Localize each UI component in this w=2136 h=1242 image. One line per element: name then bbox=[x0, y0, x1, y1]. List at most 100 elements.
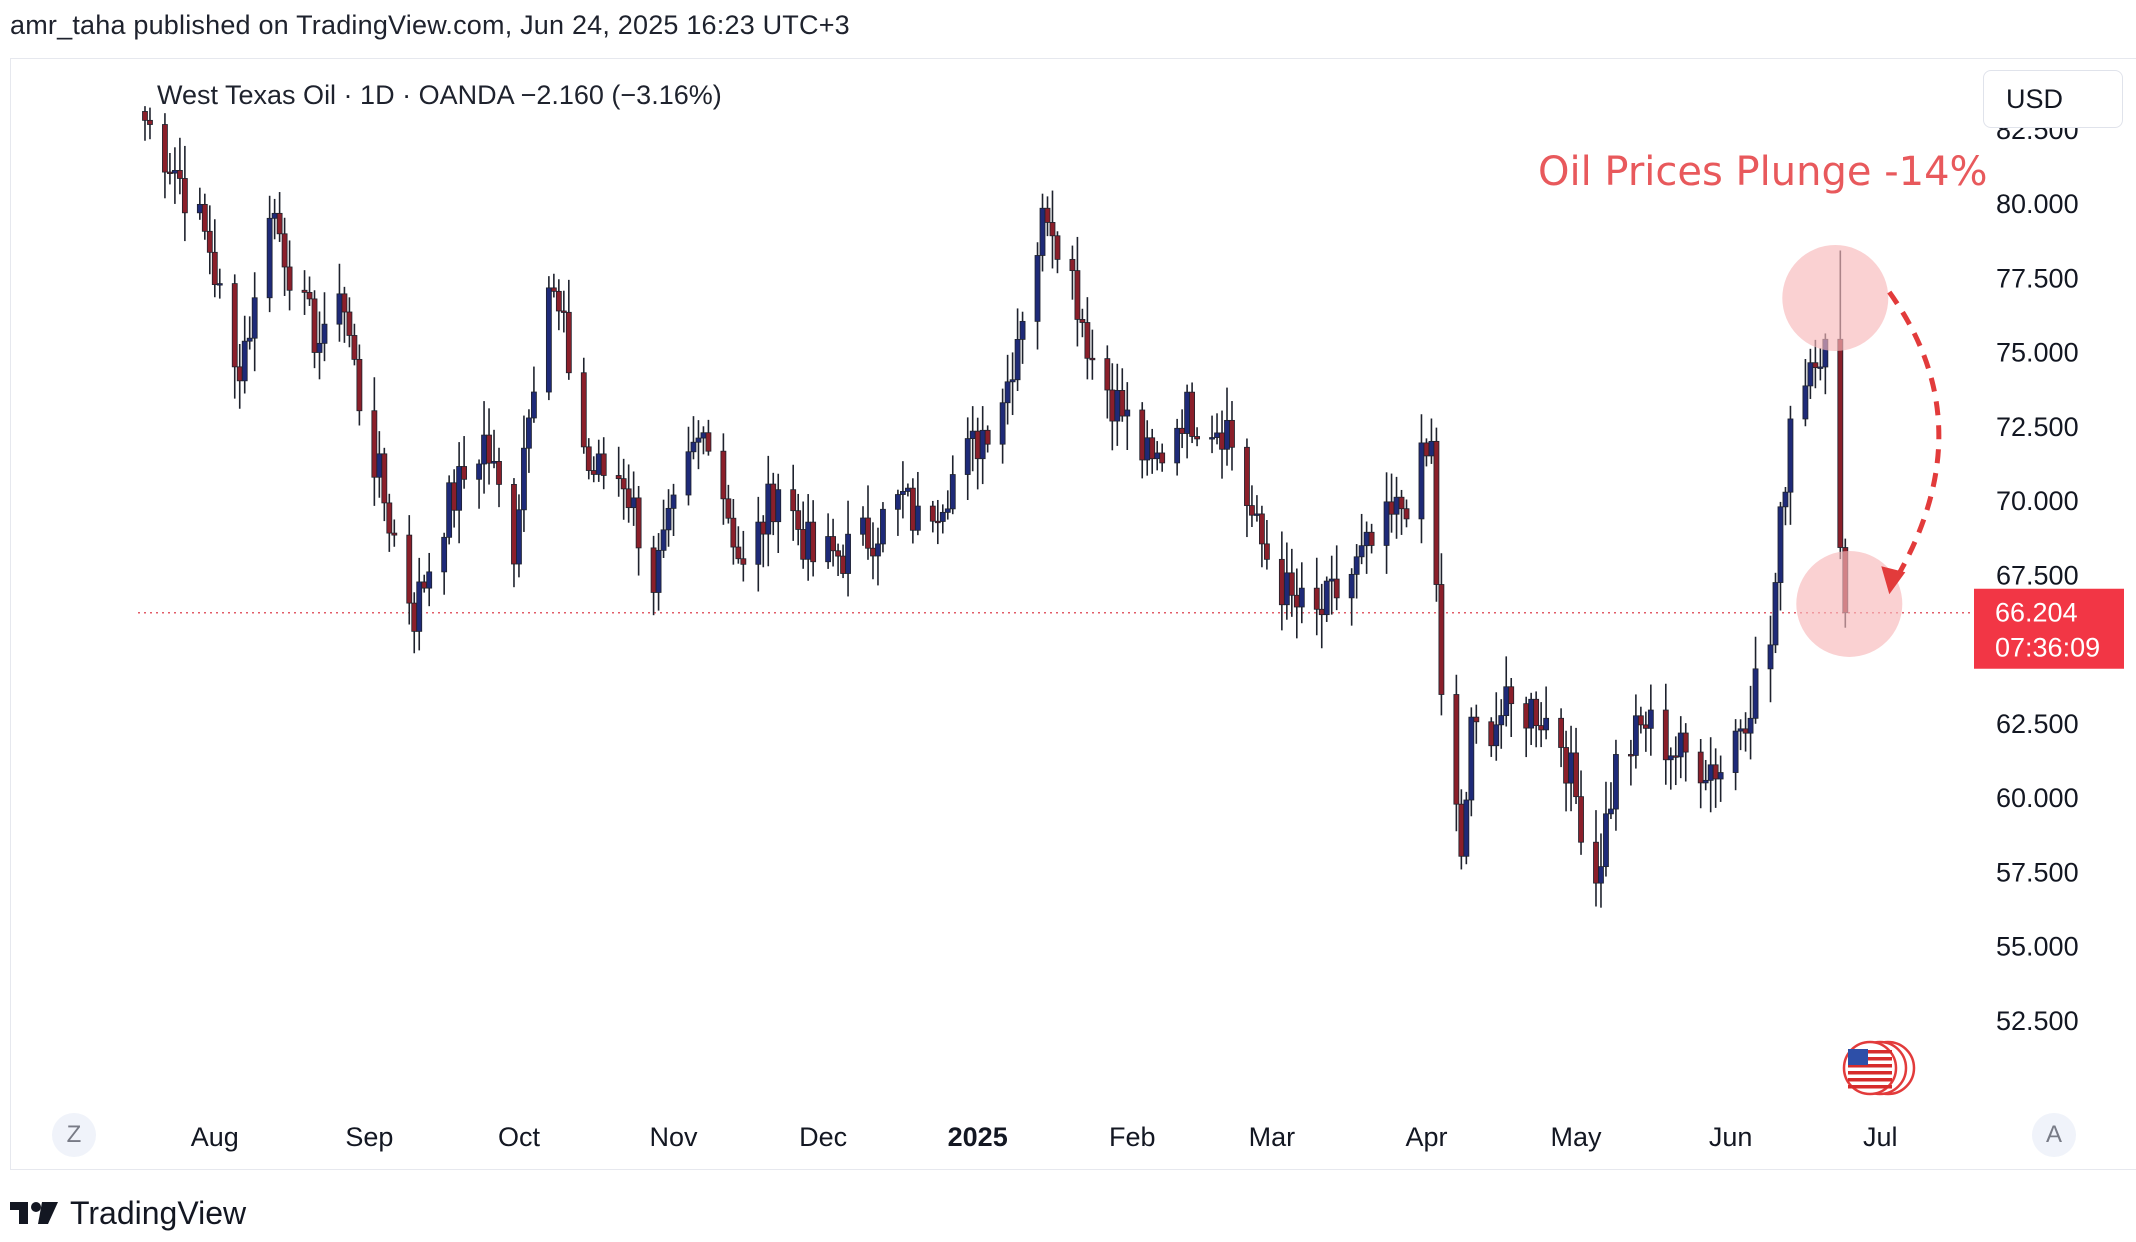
tradingview-logo-icon bbox=[10, 1202, 58, 1224]
footer-logo[interactable]: TradingView bbox=[10, 1193, 246, 1233]
candle-body bbox=[1004, 381, 1011, 404]
candle-body bbox=[181, 178, 188, 214]
flag-stripe bbox=[1848, 1064, 1892, 1068]
candle-body bbox=[1647, 709, 1654, 729]
candle-body bbox=[1627, 754, 1634, 757]
candle-body bbox=[1084, 322, 1091, 359]
candle-body bbox=[321, 323, 328, 344]
candle-body bbox=[451, 482, 458, 511]
symbol-legend[interactable]: West Texas Oil · 1D · OANDA −2.160 (−3.1… bbox=[157, 80, 722, 110]
candle-body bbox=[1124, 409, 1131, 417]
candle-body bbox=[1787, 418, 1794, 493]
candle-body bbox=[595, 453, 602, 475]
candle-body bbox=[1353, 556, 1360, 575]
candle-body bbox=[351, 335, 358, 360]
x-tick-label: Jul bbox=[1863, 1122, 1898, 1152]
candle-body bbox=[1777, 506, 1784, 583]
candle-body bbox=[1174, 427, 1181, 464]
candle-body bbox=[934, 520, 941, 524]
candle-body bbox=[1288, 572, 1295, 596]
plunge-arrow-head bbox=[1881, 566, 1906, 595]
price-label-bg bbox=[1974, 588, 2124, 669]
candle-body bbox=[1712, 764, 1719, 780]
candle-body bbox=[590, 470, 597, 475]
candle-body bbox=[725, 498, 732, 519]
flag-stripe bbox=[1848, 1085, 1892, 1089]
candle-body bbox=[336, 293, 343, 325]
candle-body bbox=[486, 434, 492, 464]
candle-body bbox=[1194, 436, 1200, 440]
candle-body bbox=[665, 507, 672, 531]
x-tick-label: Nov bbox=[650, 1122, 699, 1152]
y-tick-label: 72.500 bbox=[1996, 412, 2079, 442]
candle-body bbox=[825, 536, 832, 563]
currency-button[interactable]: USD bbox=[1983, 70, 2123, 128]
candle-body bbox=[1229, 419, 1235, 448]
x-tick-label: Jun bbox=[1709, 1122, 1753, 1152]
candle-body bbox=[1807, 362, 1814, 387]
candle-body bbox=[1189, 391, 1196, 437]
candle-body bbox=[1318, 608, 1325, 616]
candle-body bbox=[406, 534, 413, 604]
y-tick-label: 57.500 bbox=[1996, 857, 2079, 887]
candle-body bbox=[371, 410, 378, 478]
candle-body bbox=[600, 453, 607, 476]
candle-body bbox=[635, 497, 642, 549]
candle-body bbox=[880, 508, 886, 545]
candle-body bbox=[1398, 496, 1405, 510]
candle-body bbox=[830, 536, 836, 552]
candle-body bbox=[1742, 728, 1749, 734]
price-axis[interactable]: 82.50080.00077.50075.00072.50070.00067.5… bbox=[1996, 115, 2079, 1036]
candle-body bbox=[1184, 391, 1191, 434]
candle-body bbox=[580, 372, 587, 448]
auto-scale-a-button[interactable]: A bbox=[2032, 1113, 2076, 1157]
auto-scale-z-button[interactable]: Z bbox=[52, 1113, 96, 1157]
candle-body bbox=[1328, 578, 1335, 582]
candle-body bbox=[496, 461, 502, 485]
x-tick-label: May bbox=[1551, 1122, 1603, 1152]
candle-body bbox=[1393, 496, 1400, 515]
candle-body bbox=[845, 533, 851, 574]
candle-body bbox=[386, 502, 393, 534]
publisher-line: amr_taha published on TradingView.com, J… bbox=[10, 10, 850, 40]
candle-body bbox=[1528, 698, 1535, 729]
candle-body bbox=[1089, 357, 1096, 361]
candle-body bbox=[1603, 813, 1609, 868]
candle-body bbox=[1747, 717, 1754, 734]
candle-body bbox=[1662, 709, 1669, 761]
candle-body bbox=[1179, 427, 1186, 434]
candle-body bbox=[1632, 715, 1639, 756]
candle-body bbox=[1508, 686, 1515, 705]
candle-body bbox=[984, 429, 991, 445]
us-flag-icon[interactable] bbox=[1842, 1040, 1916, 1096]
candle-body bbox=[1463, 799, 1470, 857]
candle-body bbox=[1209, 437, 1215, 440]
candle-body bbox=[1074, 270, 1081, 320]
candle-body bbox=[1383, 501, 1390, 546]
candle-body bbox=[1533, 698, 1540, 727]
candle-body bbox=[1154, 452, 1161, 460]
candle-body bbox=[1034, 255, 1041, 322]
candle-body bbox=[241, 340, 248, 382]
y-tick-label: 77.500 bbox=[1996, 263, 2079, 293]
candle-body bbox=[1069, 258, 1076, 272]
candle-body bbox=[1009, 379, 1016, 383]
candle-body bbox=[491, 461, 497, 464]
candle-body bbox=[730, 517, 737, 548]
x-tick-label: Feb bbox=[1109, 1122, 1156, 1152]
candle-body bbox=[1079, 319, 1086, 323]
candle-body bbox=[531, 391, 537, 419]
candle-body bbox=[560, 310, 567, 313]
candle-body bbox=[301, 289, 308, 293]
candle-body bbox=[1563, 747, 1569, 784]
candle-body bbox=[1802, 385, 1809, 420]
candle-body bbox=[840, 555, 846, 574]
candle-body bbox=[236, 366, 243, 382]
candle-body bbox=[700, 432, 707, 439]
candle-body bbox=[615, 475, 622, 480]
candle-body bbox=[1782, 491, 1789, 508]
candle-body bbox=[835, 550, 841, 557]
candle-body bbox=[456, 466, 463, 511]
time-axis[interactable]: Aug Sep Oct Nov Dec 2025 Feb Mar Apr May Jun Jul bbox=[191, 1122, 1898, 1152]
